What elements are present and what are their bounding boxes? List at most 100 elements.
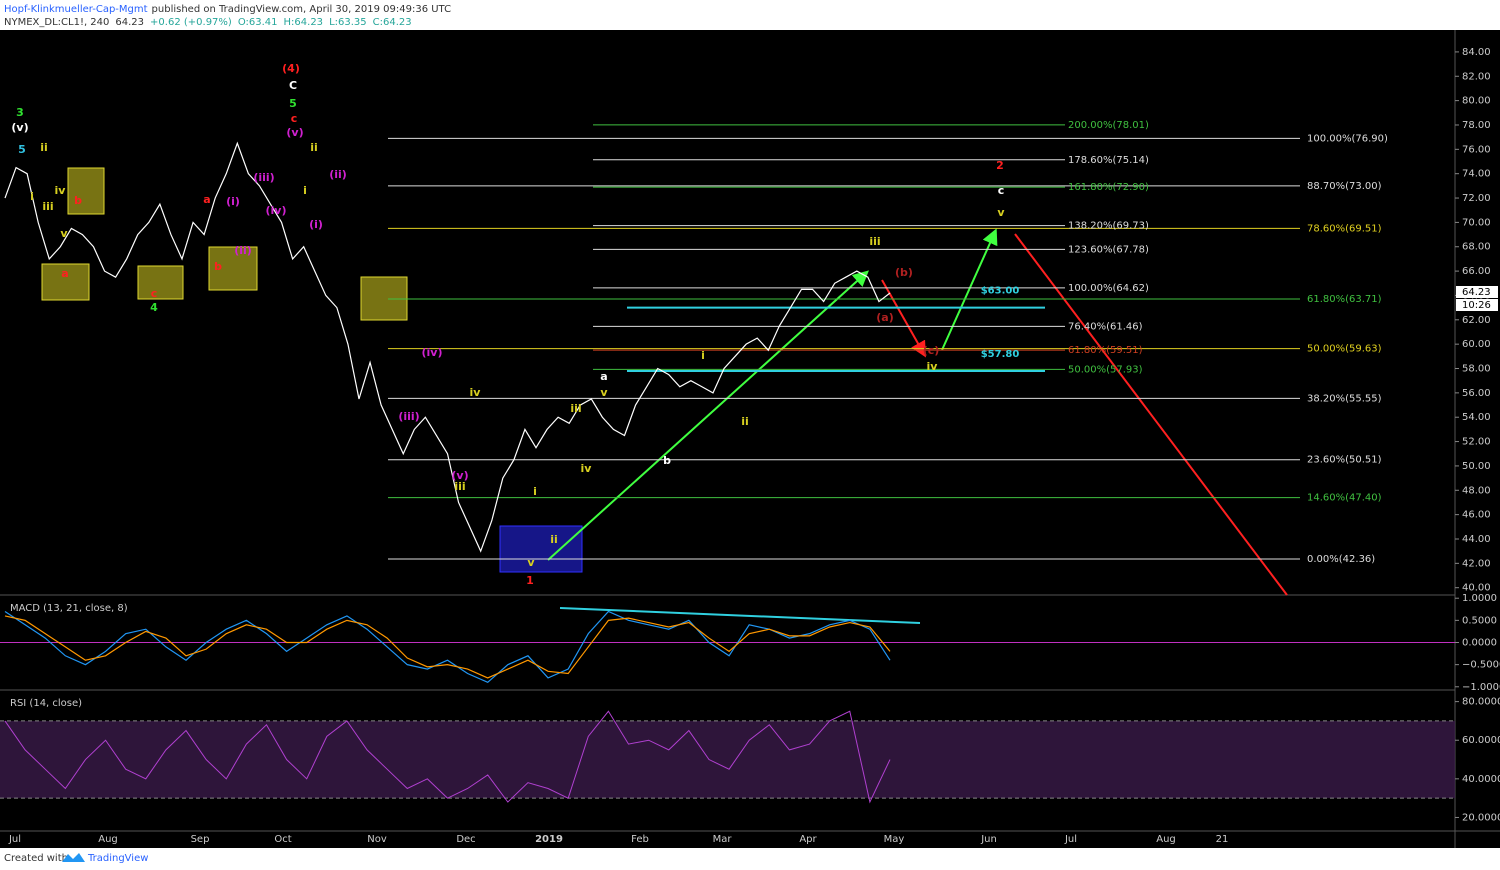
countdown: 10:26 [1462,300,1491,311]
wave-label: c [998,184,1005,197]
price-tag-bg [1456,286,1498,298]
wave-label: iv [55,184,67,197]
y-tick-label: 58.00 [1462,364,1491,375]
x-tick-label: Mar [713,834,733,845]
wave-label: ii [550,533,558,546]
close: C:64.23 [373,17,412,28]
fib-label: 78.60%(69.51) [1307,223,1382,234]
fib-label: 123.60%(67.78) [1068,244,1149,255]
high: H:64.23 [284,17,324,28]
fib-label: 38.20%(55.55) [1307,393,1382,404]
last: 64.23 [115,17,144,28]
y-tick-label: 84.00 [1462,47,1491,58]
y-tick-label: 62.00 [1462,315,1491,326]
author: Hopf-Klinkmueller-Cap-Mgmt [4,4,148,15]
y-tick-label: 46.00 [1462,510,1491,521]
fib-label: 23.60%(50.51) [1307,455,1382,466]
y-tick-label: 50.00 [1462,461,1491,472]
wave-label: c [151,287,158,300]
wave-label: iii [869,235,880,248]
x-tick-label: Sep [191,834,210,845]
y-tick-label: 42.00 [1462,558,1491,569]
wave-label: iii [42,200,53,213]
wave-label: i [701,349,705,362]
countdown-bg [1456,299,1498,311]
macd-line [4,615,891,679]
created-with: Created with [4,853,68,864]
box [137,265,184,300]
y-tick-label: −1.0000 [1462,682,1500,693]
wave-label: b [663,454,671,467]
y-tick-label: 48.00 [1462,485,1491,496]
wave-label: v [600,386,608,399]
wave-label: (i) [309,218,323,231]
level-label: $63.00 [981,286,1020,297]
wave-label: (v) [286,126,303,139]
wave-label: C [289,79,297,92]
wave-label: (iv) [422,346,443,359]
wave-label: i [30,190,34,203]
wave-label: (b) [895,266,913,279]
y-tick-label: 54.00 [1462,412,1491,423]
wave-label: b [214,260,222,273]
green-arrow [547,270,869,561]
macd-title: MACD (13, 21, close, 8) [10,603,128,614]
x-tick-label: Aug [1156,834,1176,845]
wave-label: v [527,556,535,569]
wave-label: (iii) [253,171,274,184]
fib-label: 100.00%(64.62) [1068,283,1149,294]
wave-label: (v) [451,469,468,482]
fib-label: 0.00%(42.36) [1307,554,1375,565]
x-tick-label: Oct [274,834,291,845]
rsi-band [0,720,1455,799]
box [41,263,90,301]
y-tick-label: 40.0000 [1462,774,1500,785]
x-tick-label: Jul [8,834,21,845]
bottom-box [499,525,583,573]
fib-label: 88.70%(73.00) [1307,181,1382,192]
x-tick-label: May [884,834,905,845]
y-tick-label: 68.00 [1462,242,1491,253]
fib-label: 161.80%(72.90) [1068,182,1149,193]
open: O:63.41 [238,17,278,28]
wave-label: (ii) [329,168,347,181]
green-arrow [941,228,998,351]
box [208,246,258,291]
rsi-line [4,710,891,804]
y-tick-label: 0.0000 [1462,638,1497,649]
y-tick-label: 60.0000 [1462,735,1500,746]
wave-label: b [74,194,82,207]
wave-label: v [60,227,68,240]
y-tick-label: 66.00 [1462,266,1491,277]
wave-label: (c) [923,344,940,357]
y-tick-label: 82.00 [1462,71,1491,82]
wave-label: i [303,184,307,197]
y-tick-label: −0.5000 [1462,660,1500,671]
wave-label: a [600,370,607,383]
wave-label: i [533,485,537,498]
wave-label: (v) [11,121,28,134]
x-tick-label: Dec [456,834,475,845]
wave-label: iii [454,480,465,493]
x-tick-label: 21 [1216,834,1229,845]
wave-label: (iii) [398,410,419,423]
wave-label: (i) [226,195,240,208]
x-tick-label: 2019 [535,834,563,845]
y-tick-label: 20.0000 [1462,812,1500,823]
x-tick-label: Jul [1064,834,1077,845]
wave-label: a [203,193,210,206]
x-tick-label: Feb [631,834,649,845]
y-tick-label: 40.00 [1462,583,1491,594]
wave-label: (a) [876,311,893,324]
price-tag: 64.23 [1462,287,1491,298]
wave-label: (4) [282,62,300,75]
fib-label: 14.60%(47.40) [1307,493,1382,504]
wave-label: 1 [526,574,534,587]
fib-label: 200.00%(78.01) [1068,120,1149,131]
wave-label: iv [927,360,939,373]
y-tick-label: 1.0000 [1462,593,1497,604]
fib-label: 50.00%(59.63) [1307,344,1382,355]
chart-background [0,30,1500,848]
